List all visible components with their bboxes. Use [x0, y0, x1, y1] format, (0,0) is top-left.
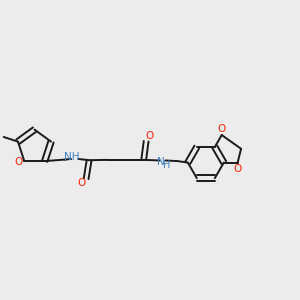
Text: O: O	[78, 178, 86, 188]
Text: O: O	[233, 164, 242, 174]
Text: O: O	[218, 124, 226, 134]
Text: H: H	[163, 160, 170, 170]
Text: O: O	[146, 131, 154, 142]
Text: N: N	[157, 157, 165, 167]
Text: NH: NH	[64, 152, 80, 162]
Text: O: O	[15, 157, 23, 167]
